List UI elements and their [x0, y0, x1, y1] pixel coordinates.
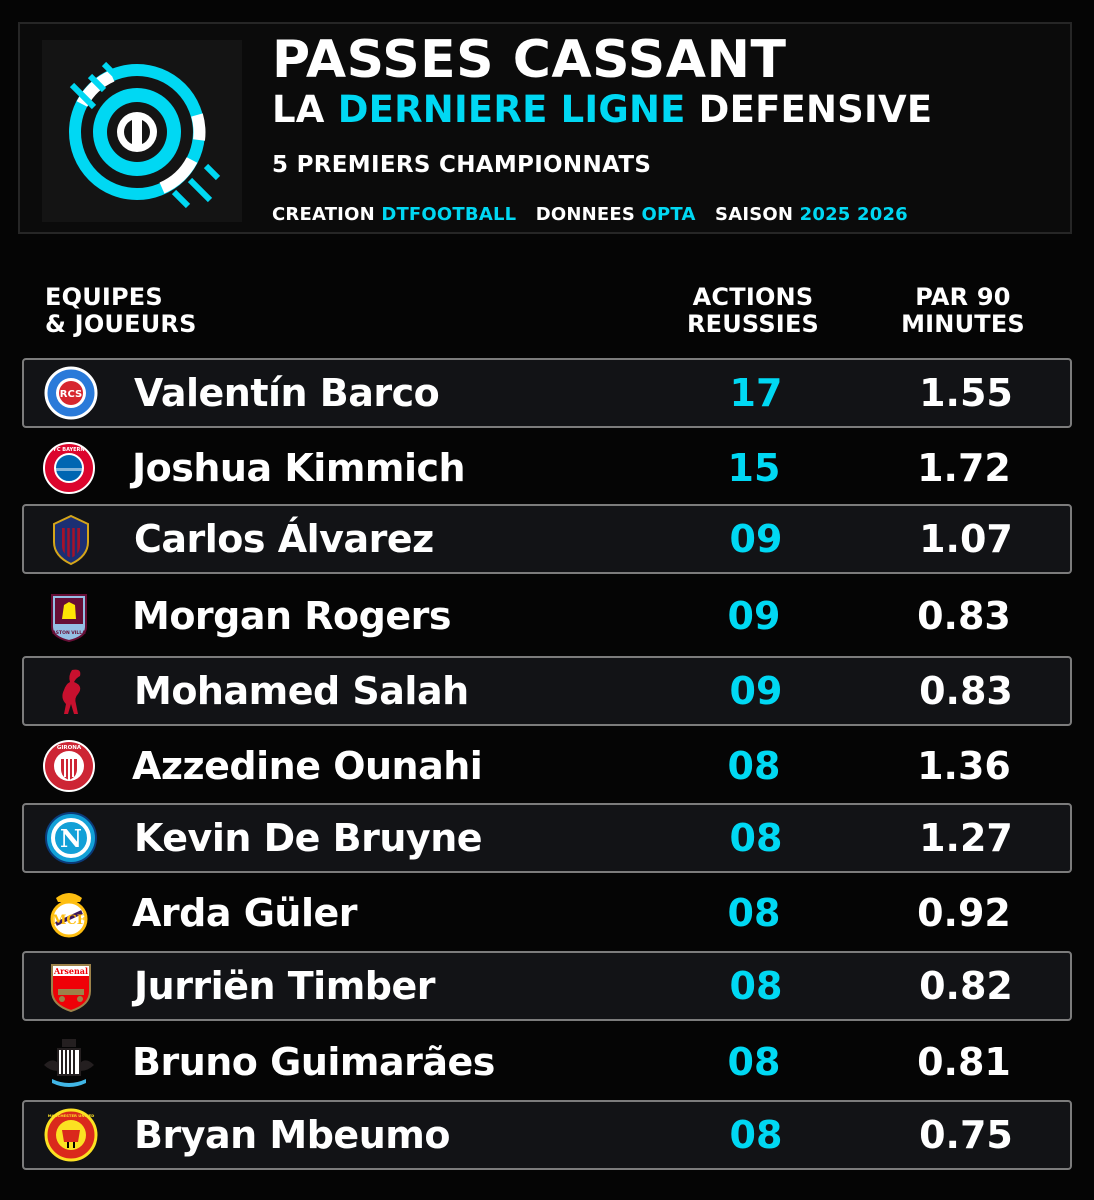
actions-value: 08: [727, 744, 781, 788]
title-prefix: LA: [272, 88, 338, 131]
credits-line: CREATION DTFOOTBALL DONNEES OPTA SAISON …: [272, 204, 908, 225]
season-value: 2025 2026: [799, 204, 908, 225]
column-header-per90: PAR 90 MINUTES: [868, 284, 1058, 338]
actions-value: 08: [727, 891, 781, 935]
table-row: GIRONA Azzedine Ounahi 08 1.36: [22, 731, 1072, 801]
per90-value: 0.83: [919, 669, 1013, 713]
col-per90-line1: PAR 90: [915, 283, 1011, 311]
table-row: Mohamed Salah 09 0.83: [22, 656, 1072, 726]
dtfootball-logo: [42, 40, 242, 222]
page-subtitle-line: LA DERNIERE LIGNE DEFENSIVE: [272, 88, 932, 131]
column-header-players: EQUIPES & JOUEURS: [45, 284, 197, 338]
title-suffix: DEFENSIVE: [685, 88, 933, 131]
player-name: Bruno Guimarães: [132, 1040, 495, 1084]
col-per90-line2: MINUTES: [901, 310, 1025, 338]
table-row: RCS Valentín Barco 17 1.55: [22, 358, 1072, 428]
actions-value: 08: [729, 1113, 783, 1157]
actions-value: 15: [727, 446, 781, 490]
per90-value: 1.72: [917, 446, 1011, 490]
data-value: OPTA: [641, 204, 696, 225]
table-row: MANCHESTER UNITED Bryan Mbeumo 08 0.75: [22, 1100, 1072, 1170]
strasbourg-crest-text: RCS: [60, 389, 82, 400]
levante-crest-icon: [53, 514, 89, 566]
per90-value: 0.83: [917, 594, 1011, 638]
column-header-actions: ACTIONS REUSSIES: [660, 284, 846, 338]
napoli-crest-text: N: [60, 824, 82, 853]
actions-value: 08: [727, 1040, 781, 1084]
per90-value: 1.36: [917, 744, 1011, 788]
player-name: Bryan Mbeumo: [134, 1113, 450, 1157]
arsenal-crest-icon: Arsenal: [51, 964, 91, 1013]
arsenal-crest-text: Arsenal: [53, 966, 88, 976]
player-name: Joshua Kimmich: [132, 446, 466, 490]
table-row: FC BAYERN Joshua Kimmich 15 1.72: [22, 433, 1072, 503]
table-row: N Kevin De Bruyne 08 1.27: [22, 803, 1072, 873]
aston-villa-crest-icon: ASTON VILLA: [51, 594, 87, 643]
svg-text:MCF: MCF: [52, 913, 87, 928]
table-row: Carlos Álvarez 09 1.07: [22, 504, 1072, 574]
page-title: PASSES CASSANT: [272, 30, 787, 90]
col-actions-line1: ACTIONS: [692, 283, 814, 311]
per90-value: 0.92: [917, 891, 1011, 935]
dtfootball-logo-icon: [69, 61, 221, 209]
real-madrid-crest-icon: MCF: [50, 893, 88, 938]
liverpool-crest-icon: [62, 669, 81, 714]
title-accent: DERNIERE LIGNE: [337, 88, 686, 131]
table-row: ASTON VILLA Morgan Rogers 09 0.83: [22, 581, 1072, 651]
player-name: Morgan Rogers: [132, 594, 452, 638]
creation-label: CREATION: [272, 204, 375, 225]
header-panel: PASSES CASSANT LA DERNIERE LIGNE DEFENSI…: [18, 22, 1072, 234]
player-name: Mohamed Salah: [134, 669, 469, 713]
col-actions-line2: REUSSIES: [686, 310, 820, 338]
player-name: Jurriën Timber: [134, 964, 436, 1008]
player-name: Carlos Álvarez: [134, 517, 434, 561]
per90-value: 0.81: [917, 1040, 1011, 1084]
col-players-line2: & JOUEURS: [45, 310, 197, 338]
actions-value: 08: [729, 816, 783, 860]
data-label: DONNEES: [535, 204, 636, 225]
per90-value: 1.07: [919, 517, 1013, 561]
actions-value: 08: [729, 964, 783, 1008]
newcastle-crest-icon: [44, 1039, 94, 1087]
girona-crest-icon: GIRONA: [43, 740, 95, 792]
creation-value: DTFOOTBALL: [381, 204, 517, 225]
aston-villa-crest-text: ASTON VILLA: [52, 630, 86, 636]
player-name: Kevin De Bruyne: [134, 816, 483, 860]
per90-value: 1.27: [919, 816, 1013, 860]
per90-value: 0.82: [919, 964, 1013, 1008]
bayern-crest-icon: FC BAYERN: [43, 442, 95, 494]
table-row: Bruno Guimarães 08 0.81: [22, 1027, 1072, 1097]
col-players-line1: EQUIPES: [45, 283, 163, 311]
table-row: MCF Arda Güler 08 0.92: [22, 878, 1072, 948]
actions-value: 09: [727, 594, 781, 638]
napoli-crest-icon: N: [45, 812, 97, 864]
per90-value: 1.55: [919, 371, 1013, 415]
table-row: Arsenal Jurriën Timber 08 0.82: [22, 951, 1072, 1021]
per90-value: 0.75: [919, 1113, 1013, 1157]
manchester-united-crest-text: MANCHESTER UNITED: [48, 1113, 95, 1118]
season-label: SAISON: [715, 204, 794, 225]
girona-crest-text: GIRONA: [57, 745, 82, 751]
actions-value: 09: [729, 669, 783, 713]
bayern-crest-text: FC BAYERN: [53, 447, 84, 453]
competition-label: 5 PREMIERS CHAMPIONNATS: [272, 152, 652, 178]
actions-value: 17: [729, 371, 783, 415]
manchester-united-crest-icon: MANCHESTER UNITED: [44, 1108, 98, 1162]
player-name: Valentín Barco: [134, 371, 440, 415]
player-name: Arda Güler: [132, 891, 358, 935]
actions-value: 09: [729, 517, 783, 561]
player-name: Azzedine Ounahi: [132, 744, 483, 788]
strasbourg-crest-icon: RCS: [44, 366, 98, 420]
